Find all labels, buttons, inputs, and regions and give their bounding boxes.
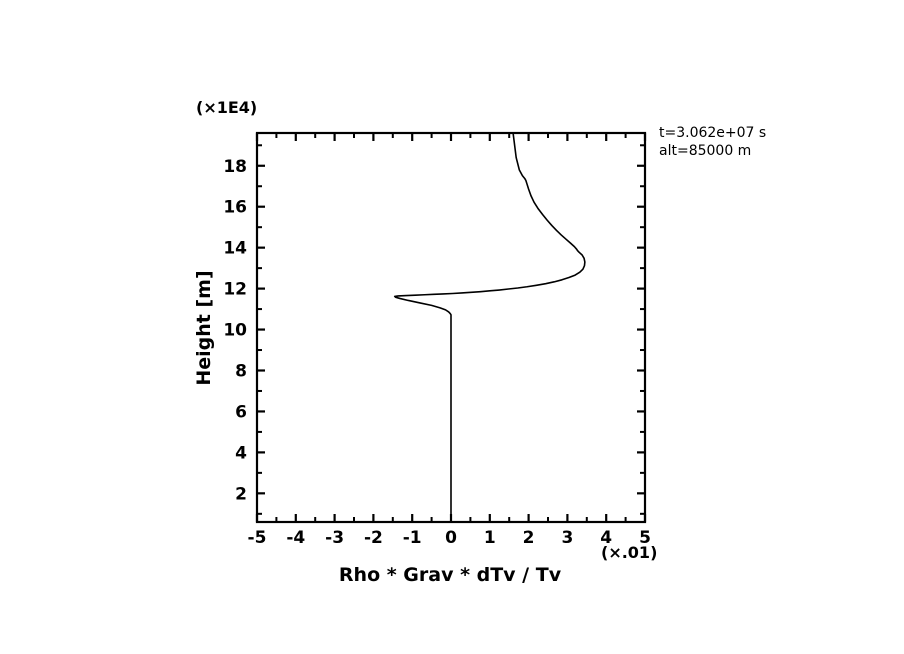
axis-titles: (×1E4) (×.01) Rho * Grav * dTv / Tv Heig…	[193, 98, 657, 586]
y-tick-label: 4	[235, 443, 247, 463]
y-tick-label: 12	[223, 280, 247, 300]
x-axis-title: Rho * Grav * dTv / Tv	[339, 564, 562, 586]
y-tick-label: 2	[235, 484, 247, 504]
x-tick-label: 0	[445, 528, 457, 548]
y-tick-label: 18	[223, 157, 247, 177]
x-tick-label: 3	[561, 528, 573, 548]
annotation-time: t=3.062e+07 s	[659, 125, 766, 141]
y-axis-multiplier-label: (×1E4)	[196, 98, 257, 117]
y-tick-label: 14	[223, 239, 247, 259]
x-tick-label: -5	[248, 528, 267, 548]
y-tick-label: 6	[235, 402, 247, 422]
y-tick-label: 16	[223, 198, 247, 218]
x-tick-label: -1	[403, 528, 422, 548]
x-tick-label: -3	[325, 528, 344, 548]
x-tick-label: 1	[484, 528, 496, 548]
x-tick-label: 4	[600, 528, 612, 548]
data-series-line	[393, 132, 586, 523]
x-tick-label: 2	[523, 528, 535, 548]
plot-annotations: t=3.062e+07 s alt=85000 m	[659, 125, 766, 159]
axis-ticks	[255, 133, 647, 522]
x-tick-label: 5	[639, 528, 651, 548]
x-axis-multiplier-label: (×.01)	[601, 543, 657, 562]
y-tick-label: 10	[223, 321, 247, 341]
x-tick-label: -4	[286, 528, 305, 548]
y-tick-label: 8	[235, 361, 247, 381]
y-axis-title: Height [m]	[193, 270, 215, 385]
data-series-group	[393, 132, 586, 523]
x-tick-label: -2	[364, 528, 383, 548]
annotation-altitude: alt=85000 m	[659, 143, 751, 159]
